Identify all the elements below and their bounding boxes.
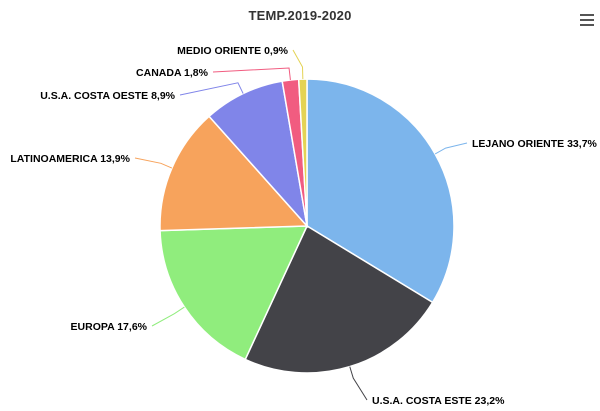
pie-slice-latinoamerica[interactable]	[159, 115, 309, 232]
data-label: LEJANO ORIENTE 33,7%	[472, 138, 598, 150]
data-label: CANADA 1,8%	[136, 67, 209, 79]
pie-slice-medio-oriente[interactable]	[297, 78, 308, 227]
data-label: MEDIO ORIENTE 0,9%	[177, 45, 289, 57]
data-label: U.S.A. COSTA ESTE 23,2%	[372, 395, 505, 407]
connector-line	[434, 142, 468, 155]
connector-line	[134, 157, 173, 169]
chart-menu-button[interactable]	[580, 14, 594, 26]
hamburger-menu-icon	[580, 14, 594, 26]
connector-line	[349, 366, 368, 401]
pie-slice-u-s-a-costa-oeste[interactable]	[208, 80, 309, 229]
connector-line	[292, 49, 304, 80]
connector-line	[151, 306, 185, 327]
pie-slice-lejano-oriente[interactable]	[306, 78, 455, 304]
chart-title: TEMP.2019-2020	[248, 8, 352, 23]
data-label: LATINOAMERICA 13,9%	[10, 153, 130, 165]
data-label: EUROPA 17,6%	[71, 321, 148, 333]
connector-line	[212, 67, 291, 80]
data-label: U.S.A. COSTA OESTE 8,9%	[40, 90, 175, 102]
pie-slice-europa[interactable]	[159, 225, 309, 361]
connector-line	[179, 82, 244, 96]
